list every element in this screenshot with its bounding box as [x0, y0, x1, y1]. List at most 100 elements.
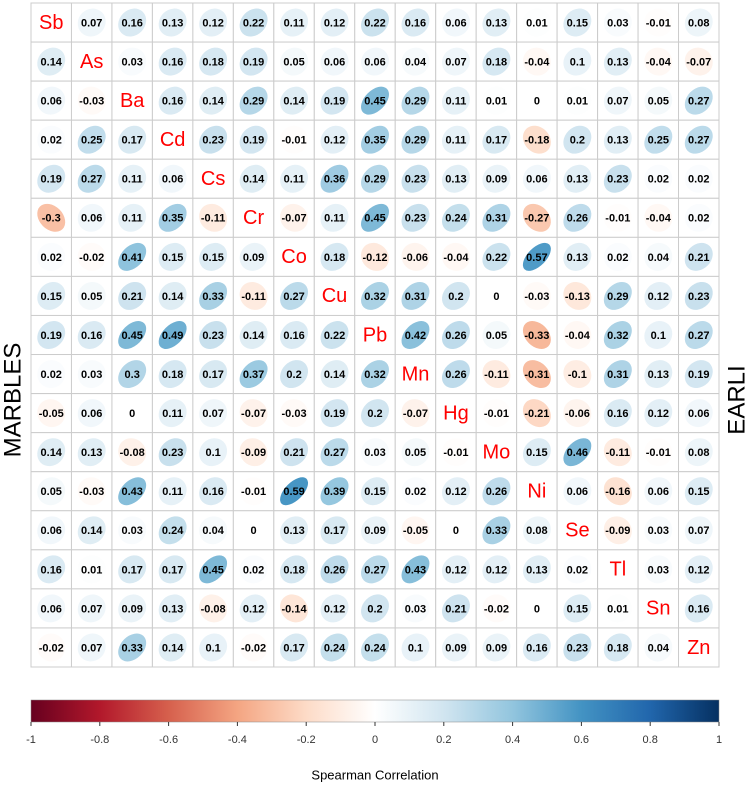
correlation-value: 0.21: [121, 291, 142, 303]
correlation-value: 0.22: [324, 330, 345, 342]
correlation-ellipse: [522, 438, 551, 467]
correlation-value: 0.06: [324, 56, 345, 68]
correlation-value: 0.03: [648, 525, 669, 537]
correlation-ellipse: [441, 321, 470, 349]
correlation-ellipse: [401, 8, 430, 37]
correlation-value: 0.22: [364, 17, 385, 29]
correlation-value: 0.13: [162, 603, 183, 615]
correlation-value: 0.15: [41, 291, 62, 303]
correlation-value: 0.09: [486, 642, 507, 654]
correlation-value: 0.07: [688, 525, 709, 537]
correlation-value: -0.04: [565, 330, 591, 342]
correlation-ellipse: [37, 360, 66, 389]
correlation-value: 0.09: [486, 174, 507, 186]
correlation-ellipse: [522, 594, 551, 623]
correlation-value: 0.27: [688, 330, 709, 342]
colorbar-title: Spearman Correlation: [311, 767, 438, 782]
cell: [151, 119, 194, 160]
correlation-ellipse: [118, 360, 147, 389]
correlation-value: 0.16: [526, 642, 547, 654]
correlation-value: 0.45: [364, 213, 385, 225]
correlation-ellipse: [401, 555, 430, 584]
colorbar-tick-label: -0.8: [90, 734, 109, 746]
cell: [516, 471, 558, 512]
correlation-value: -0.01: [605, 213, 630, 225]
correlation-ellipse: [118, 633, 147, 662]
correlation-value: 0.45: [364, 96, 385, 108]
correlation-ellipse: [320, 438, 349, 467]
correlation-value: 0.06: [41, 603, 62, 615]
correlation-ellipse: [441, 555, 470, 584]
correlation-ellipse: [684, 8, 713, 37]
correlation-ellipse: [644, 47, 673, 76]
correlation-ellipse: [118, 555, 147, 584]
correlation-value: -0.01: [646, 17, 671, 29]
cell: [678, 627, 720, 668]
correlation-ellipse: [199, 321, 228, 349]
correlation-ellipse: [361, 594, 389, 623]
correlation-ellipse: [603, 477, 632, 506]
correlation-ellipse: [320, 633, 349, 662]
correlation-value: -0.21: [524, 408, 549, 420]
correlation-ellipse: [37, 633, 66, 662]
correlation-value: 0.19: [324, 408, 345, 420]
correlation-value: 0.12: [445, 564, 466, 576]
correlation-value: 0.11: [162, 408, 183, 420]
correlation-ellipse: [401, 633, 430, 662]
correlation-value: 0.13: [81, 447, 102, 459]
correlation-value: 0.05: [41, 486, 62, 498]
correlation-ellipse: [441, 125, 470, 154]
variable-label: Hg: [443, 402, 469, 424]
correlation-value: 0.15: [364, 486, 385, 498]
correlation-value: 0.14: [162, 642, 184, 654]
correlation-ellipse: [603, 281, 632, 310]
variable-label: Co: [281, 246, 307, 268]
correlation-ellipse: [361, 360, 389, 389]
cell: [232, 197, 275, 238]
correlation-ellipse: [37, 203, 66, 232]
variable-label: Sb: [39, 12, 63, 34]
correlation-value: -0.01: [443, 447, 468, 459]
correlation-value: -0.03: [282, 408, 307, 420]
correlation-ellipse: [239, 281, 268, 310]
correlation-ellipse: [77, 360, 106, 389]
correlation-value: 0.02: [41, 252, 62, 264]
correlation-value: 0.32: [607, 330, 628, 342]
correlation-value: 0.33: [486, 525, 507, 537]
correlation-ellipse: [361, 555, 389, 584]
correlation-ellipse: [482, 360, 511, 389]
correlation-value: 0.14: [41, 56, 63, 68]
correlation-value: 0.59: [283, 486, 304, 498]
correlation-value: 0.23: [405, 213, 426, 225]
correlation-value: 0.03: [607, 17, 628, 29]
correlation-value: 0.27: [283, 291, 304, 303]
correlation-value: 0.1: [205, 447, 220, 459]
correlation-ellipse: [118, 164, 147, 193]
correlation-value: 0.24: [445, 213, 467, 225]
correlation-value: 0.14: [243, 174, 265, 186]
correlation-ellipse: [603, 360, 632, 389]
correlation-value: 0.26: [486, 486, 507, 498]
correlation-ellipse: [482, 633, 511, 662]
correlation-ellipse: [361, 8, 389, 37]
correlation-ellipse: [603, 47, 632, 76]
correlation-value: 0.05: [486, 330, 507, 342]
correlation-value: 0.2: [570, 135, 585, 147]
correlation-ellipse: [158, 8, 187, 37]
colorbar-tick-label: 1: [716, 734, 722, 746]
correlation-value: 0.12: [324, 603, 345, 615]
correlation-ellipse: [280, 8, 309, 37]
correlation-value: 0.27: [324, 447, 345, 459]
correlation-value: 0.31: [607, 369, 628, 381]
correlation-ellipse: [37, 516, 66, 545]
correlation-ellipse: [401, 399, 430, 428]
correlation-value: 0.23: [688, 291, 709, 303]
correlation-ellipse: [320, 125, 349, 154]
correlation-ellipse: [684, 47, 713, 76]
variable-label: Pb: [363, 324, 387, 346]
correlation-value: 0.17: [121, 564, 142, 576]
colorbar-tick-label: 0.8: [643, 734, 658, 746]
cell: [354, 314, 396, 356]
correlation-ellipse: [441, 281, 470, 310]
correlation-value: -0.11: [484, 369, 508, 381]
